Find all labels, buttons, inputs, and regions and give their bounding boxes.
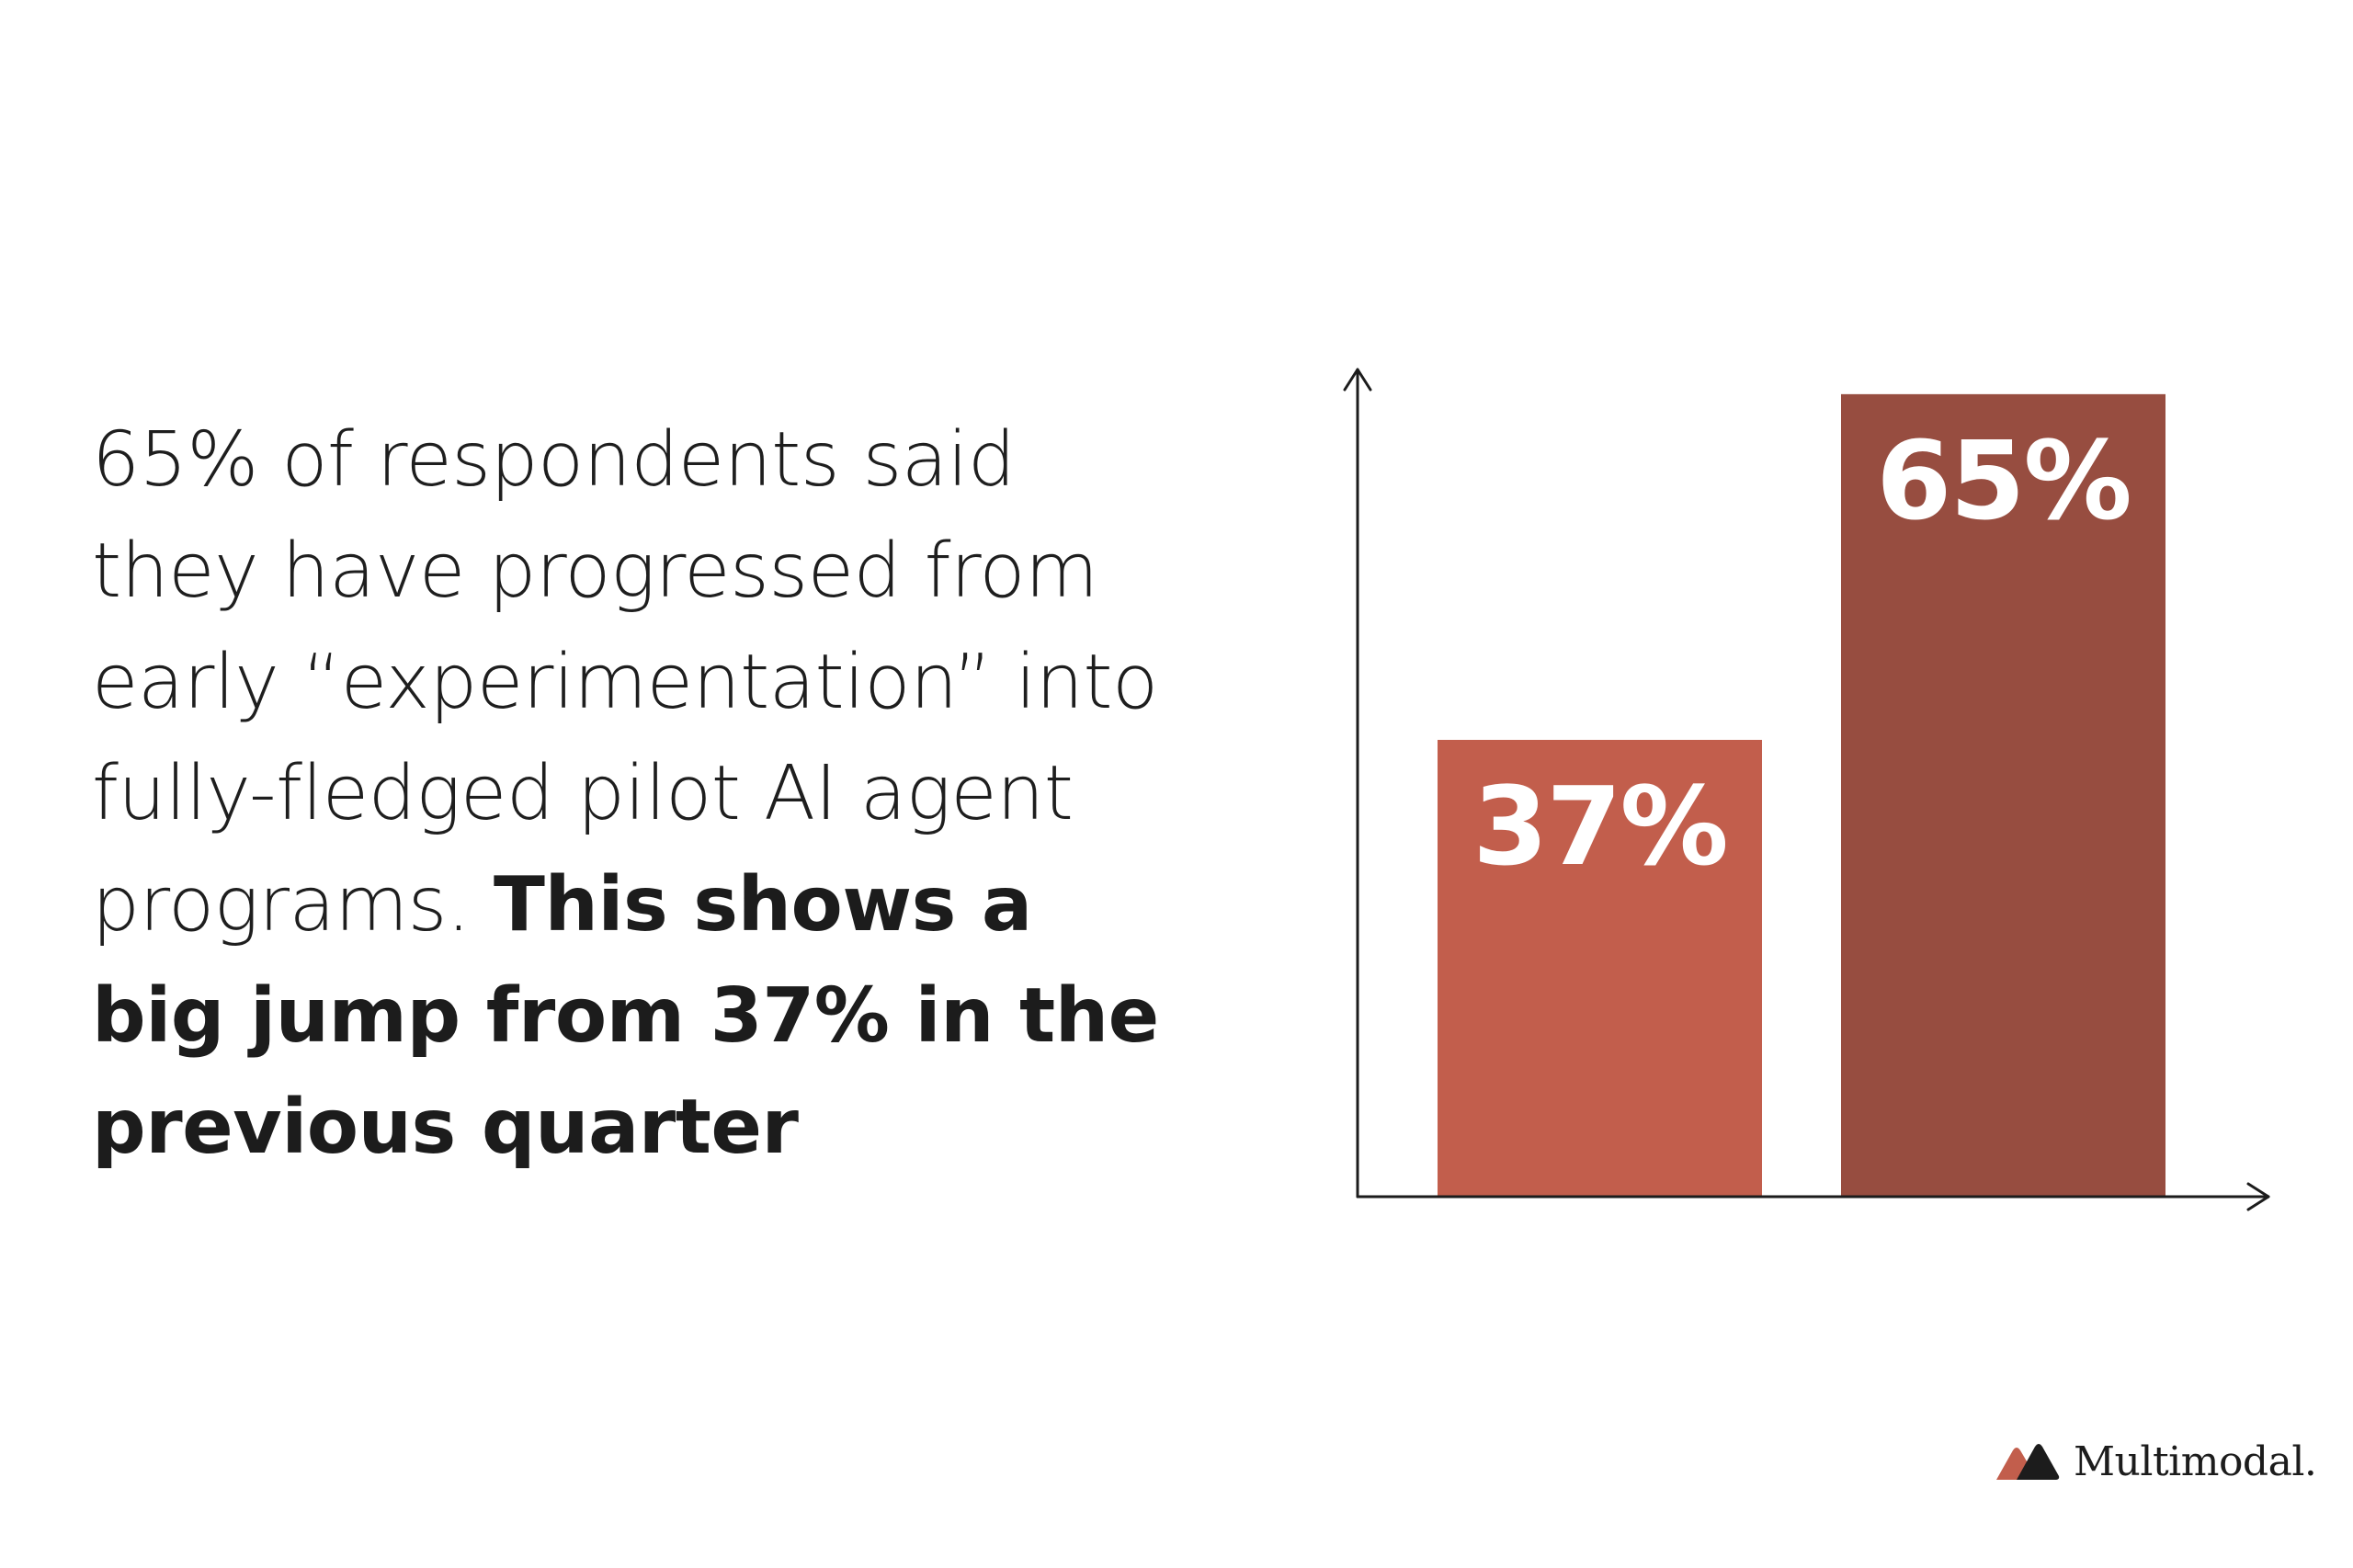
statement-text: 65% of respondents said they have progre… bbox=[92, 404, 1287, 1183]
bar-label-2: 65% bbox=[1876, 417, 2130, 544]
x-axis-arrow-icon bbox=[2246, 1182, 2270, 1211]
brand-name: Multimodal. bbox=[2074, 1437, 2317, 1485]
statement-highlight: This shows a bbox=[494, 861, 1032, 949]
brand-logo: Multimodal. bbox=[1993, 1434, 2317, 1489]
statement-line: they have progressed from bbox=[92, 528, 1098, 615]
statement-line: previous quarter bbox=[92, 1072, 1287, 1183]
statement-line: programs. This shows a bbox=[92, 861, 1032, 949]
multimodal-logo-icon bbox=[1996, 1444, 2060, 1480]
bar-1 bbox=[1438, 739, 1762, 1197]
statement-line: fully-fledged pilot AI agent bbox=[92, 750, 1074, 837]
statement-highlight: previous quarter bbox=[92, 1084, 799, 1171]
statement-line: early “experimentation” into bbox=[92, 639, 1158, 726]
statement-line: big jump from 37% in the bbox=[92, 960, 1287, 1072]
statement-line: 65% of respondents said bbox=[92, 416, 1016, 504]
statement-highlight: big jump from 37% in the bbox=[92, 972, 1159, 1060]
bar-label-1: 37% bbox=[1472, 763, 1726, 890]
bar-2 bbox=[1841, 393, 2165, 1197]
y-axis-arrow-icon bbox=[1343, 368, 1372, 392]
